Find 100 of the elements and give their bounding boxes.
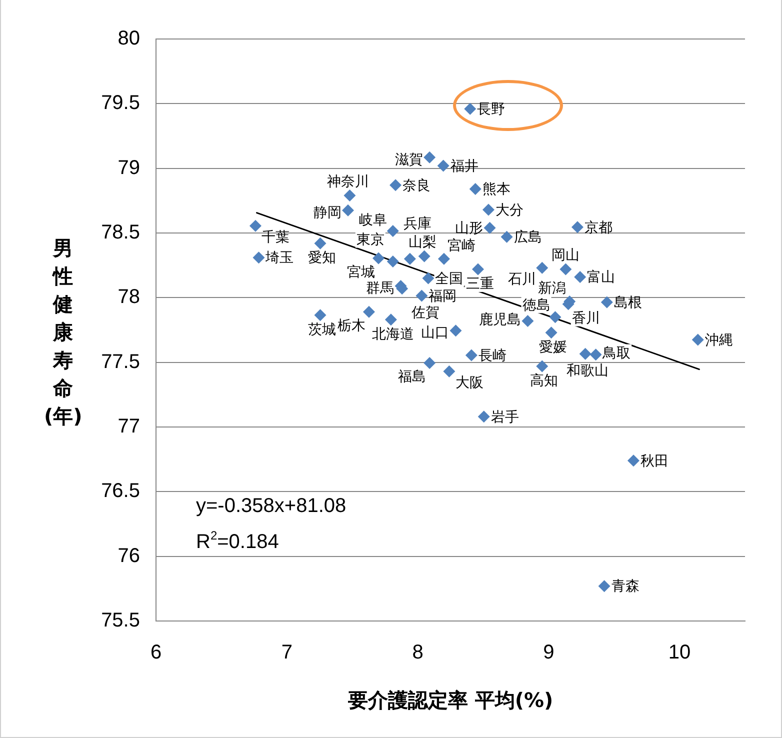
point: [464, 102, 476, 115]
point: [443, 365, 456, 378]
data-label: 東京: [356, 232, 384, 248]
point: [598, 580, 610, 592]
data-label: 新潟: [538, 280, 566, 297]
annotation: y=-0.358x+81.08: [196, 495, 346, 517]
y-tick-label: 80: [118, 28, 140, 50]
data-label: 埼玉: [264, 250, 294, 266]
data-label: 愛知: [308, 250, 336, 266]
data-label: 富山: [587, 270, 616, 286]
data-label: 岐阜: [358, 212, 387, 229]
point: [372, 252, 385, 264]
point: [482, 204, 494, 216]
y-tick-label: 78.5: [101, 222, 140, 244]
point: [386, 225, 399, 238]
point: [422, 272, 434, 284]
data-label: 和歌山: [566, 362, 609, 379]
x-axis-title: 要介護認定率 平均(%): [346, 688, 554, 712]
x-tick-label: 6: [150, 642, 162, 664]
data-label: 三重: [466, 276, 494, 292]
data-label: 滋賀: [394, 152, 423, 168]
data-label: 愛媛: [539, 339, 568, 356]
point: [469, 183, 482, 196]
data-label: 鹿児島: [478, 312, 521, 328]
x-tick-label: 9: [543, 642, 554, 664]
point: [438, 252, 450, 265]
data-label: 大分: [495, 202, 524, 218]
point: [249, 220, 262, 232]
data-label: 大阪: [455, 375, 484, 392]
y-tick-label: 76: [118, 544, 140, 567]
data-label: 栃木: [337, 318, 366, 334]
data-label: 神奈川: [326, 174, 369, 190]
point: [314, 237, 326, 250]
point: [536, 360, 548, 372]
point: [450, 324, 462, 337]
data-label: 長野: [477, 101, 506, 118]
point: [545, 326, 558, 339]
data-label: 宮城: [347, 264, 376, 280]
point: [344, 189, 356, 202]
point: [424, 356, 436, 369]
data-label: 静岡: [313, 204, 342, 221]
point: [362, 306, 375, 318]
data-label: 福島: [398, 369, 426, 386]
point: [579, 348, 592, 360]
data-label: 佐賀: [412, 305, 440, 322]
data-label: 山形: [454, 220, 483, 236]
point: [574, 270, 586, 283]
x-tick-label: 8: [412, 642, 424, 664]
point: [252, 252, 265, 264]
data-label: 青森: [611, 578, 640, 595]
point: [418, 250, 430, 262]
point: [522, 314, 534, 327]
point: [416, 290, 428, 302]
point: [560, 263, 572, 276]
data-label: 京都: [584, 220, 612, 236]
data-label: 北海道: [372, 326, 414, 343]
data-label: 兵庫: [403, 216, 432, 232]
data-label: 奈良: [402, 178, 431, 194]
data-label: 香川: [572, 310, 600, 326]
data-label: 長崎: [478, 348, 506, 364]
point: [386, 255, 399, 268]
data-label: 岡山: [552, 247, 580, 264]
y-tick-label: 75.5: [101, 610, 140, 632]
point: [571, 221, 584, 234]
x-tick-label: 7: [281, 642, 292, 664]
data-label: 山口: [420, 325, 449, 342]
point: [627, 454, 640, 467]
data-label: 福岡: [428, 288, 457, 304]
point: [424, 151, 436, 164]
point: [484, 222, 496, 234]
data-label: 岩手: [490, 409, 519, 426]
point: [600, 296, 613, 308]
point: [465, 349, 478, 362]
data-label: 福井: [450, 158, 478, 174]
data-label: 千葉: [262, 230, 290, 246]
data-label: 高知: [530, 373, 558, 390]
data-label: 石川: [508, 272, 536, 288]
point: [342, 204, 354, 216]
point: [549, 311, 562, 324]
point: [500, 230, 513, 243]
point: [384, 314, 397, 326]
point: [404, 252, 416, 265]
point: [536, 262, 548, 274]
y-tick-label: 79: [118, 156, 140, 179]
data-label: 茨城: [308, 322, 336, 338]
data-label: 鳥取: [602, 345, 631, 362]
data-label: 沖縄: [704, 332, 733, 348]
y-tick-label: 76.5: [101, 480, 140, 502]
point: [437, 160, 450, 172]
y-tick-label: 77.5: [101, 350, 140, 373]
point: [472, 263, 484, 276]
y-axis-title: 男性健康寿命(年): [44, 235, 82, 430]
point: [390, 179, 402, 192]
point: [314, 309, 326, 322]
point: [692, 334, 704, 346]
data-label: 島根: [614, 294, 642, 311]
point: [590, 348, 602, 361]
data-label: 秋田: [640, 453, 668, 470]
data-label: 群馬: [366, 280, 394, 296]
data-label: 宮崎: [447, 238, 476, 254]
